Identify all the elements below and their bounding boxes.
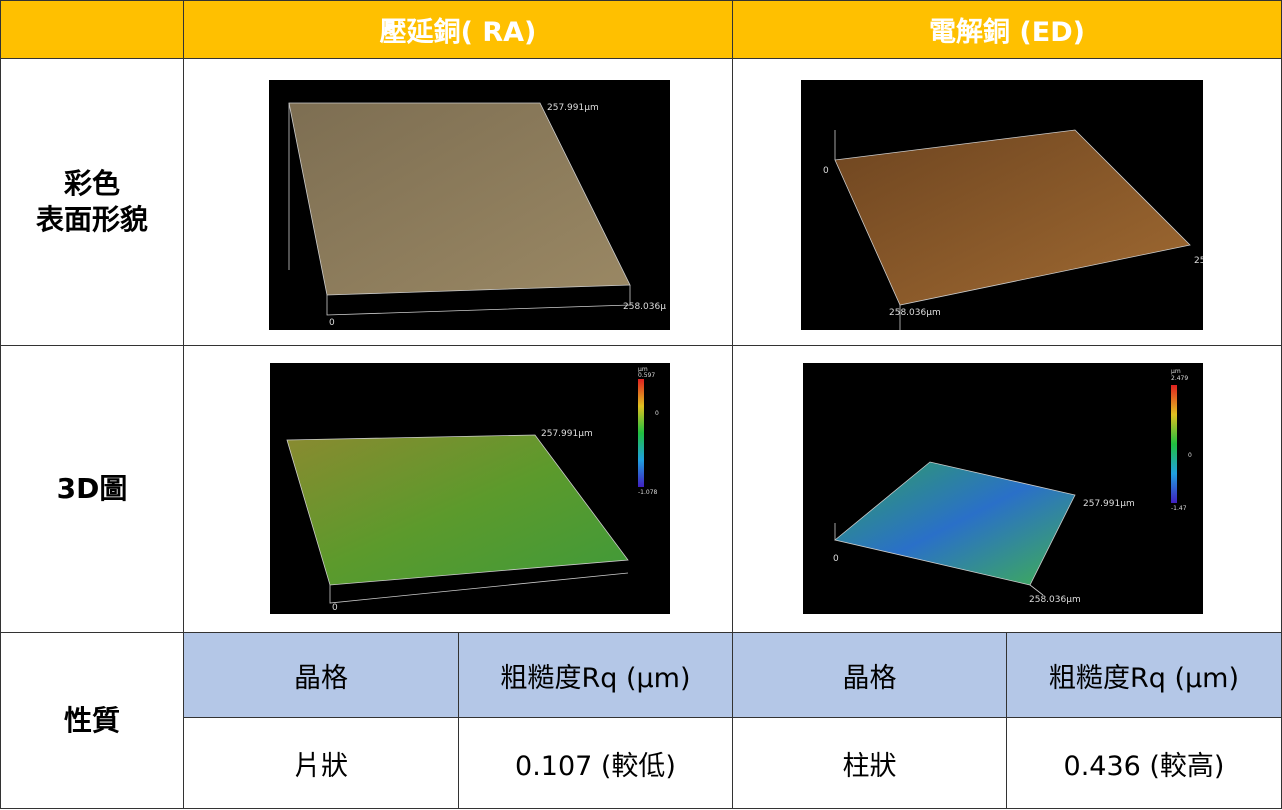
label-line: 表面形貌 [35,203,148,236]
axis-label: 258.036μm [1029,595,1081,605]
scale-label: -1.078 [638,489,658,496]
header-ra: 壓延銅( RA) [183,0,733,59]
ra-surface-image: 257.991μm 258.036μ 0 [269,80,670,330]
ed-3d-image: 257.991μm 0 258.036μm μm 2.479 0 -1.47 [803,363,1203,614]
ed-surface-image: 0 25 258.036μm [801,80,1203,330]
axis-label: 258.036μm [889,308,941,318]
axis-label: 25 [1194,256,1203,266]
ra-3d-image: 257.991μm 0 μm 0.597 0 -1.078 [270,363,670,614]
scale-label: 2.479 [1171,375,1188,382]
label-line: 彩色 [63,167,120,200]
scale-label: -1.47 [1171,505,1187,512]
axis-label: 257.991μm [1083,499,1135,509]
header-corner [0,0,184,59]
label-line: 3D圖 [56,472,128,505]
row-label: 性質 [0,632,184,809]
cell-value: 柱狀 [732,717,1007,809]
axis-label: 0 [833,554,839,564]
sub-header: 晶格 [183,632,459,718]
sub-header: 粗糙度Rq (μm) [1006,632,1282,718]
cell-value: 0.436 (較高) [1006,717,1282,809]
row-label: 3D圖 [0,345,184,633]
axis-label: 257.991μm [547,103,599,113]
axis-label: 257.991μm [541,429,593,439]
sub-header: 粗糙度Rq (μm) [458,632,733,718]
scale-label: 0.597 [638,372,655,379]
scale-label: 0 [1188,452,1192,459]
row-label: 彩色 表面形貌 [0,58,184,346]
axis-label: 0 [823,166,829,176]
sub-header: 晶格 [732,632,1007,718]
axis-label: 0 [332,603,338,613]
header-ed: 電解銅 (ED) [732,0,1282,59]
cell-value: 0.107 (較低) [458,717,733,809]
scale-label: μm [1171,368,1181,375]
scale-label: 0 [655,410,659,417]
cell-value: 片狀 [183,717,459,809]
scale-label: μm [638,366,648,373]
axis-label: 258.036μ [623,302,666,312]
axis-label: 0 [329,318,335,328]
